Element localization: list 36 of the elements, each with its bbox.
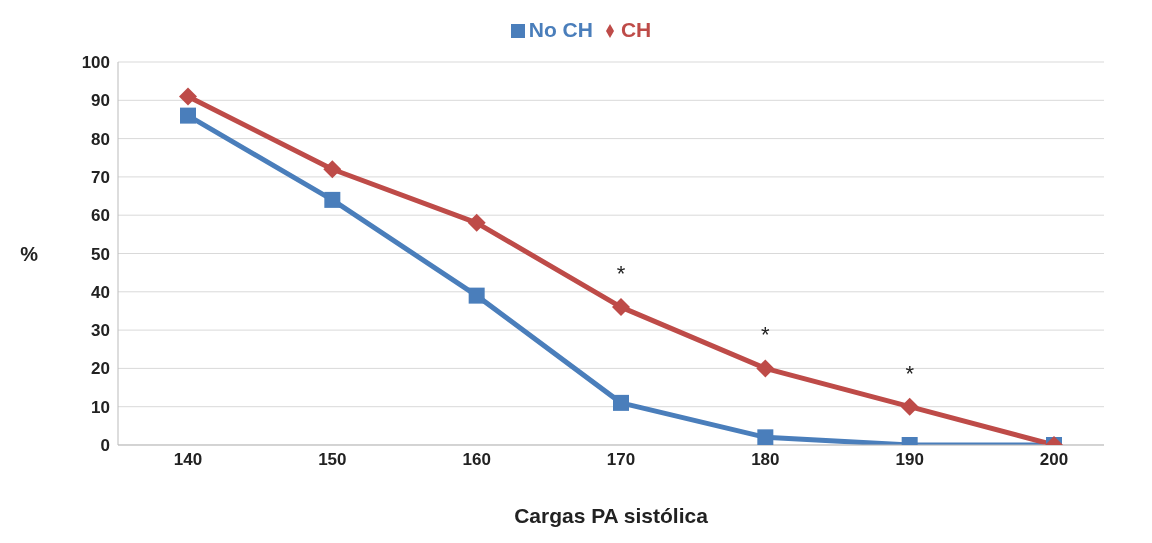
x-tick-label: 140: [173, 450, 203, 470]
y-axis-title: %: [20, 242, 39, 265]
point: [900, 397, 919, 416]
point: [180, 107, 196, 124]
annotation: *: [616, 261, 626, 287]
x-tick-label: 170: [606, 450, 636, 470]
point: [324, 191, 341, 208]
legend-label: No CH: [528, 18, 593, 41]
point: [612, 298, 630, 317]
y-tick-label: 20: [91, 359, 110, 379]
y-tick-label: 60: [91, 206, 110, 226]
x-tick-label: 190: [895, 450, 924, 470]
x-tick-label: 160: [462, 450, 491, 470]
point: [756, 359, 775, 378]
point: [467, 213, 486, 232]
annotation: *: [905, 360, 915, 386]
point: [757, 429, 774, 445]
annotation: *: [761, 322, 771, 348]
x-axis-title: Cargas PA sistólica: [514, 504, 709, 527]
point: [179, 87, 197, 106]
y-tick-label: 80: [91, 129, 110, 149]
point: [613, 394, 629, 411]
y-tick-label: 90: [91, 91, 110, 111]
y-tick-label: 70: [91, 167, 110, 187]
y-tick-label: 50: [91, 244, 110, 264]
legend-label: CH: [620, 18, 652, 41]
x-tick-label: 180: [751, 450, 780, 470]
point: [323, 160, 342, 179]
x-tick-label: 150: [318, 450, 347, 470]
y-tick-label: 40: [91, 282, 110, 302]
y-tick-label: 0: [100, 436, 110, 456]
y-tick-label: 100: [81, 53, 110, 73]
x-tick-label: 200: [1039, 450, 1069, 470]
point: [468, 287, 485, 304]
y-tick-label: 10: [91, 397, 110, 417]
y-tick-label: 30: [91, 321, 110, 341]
